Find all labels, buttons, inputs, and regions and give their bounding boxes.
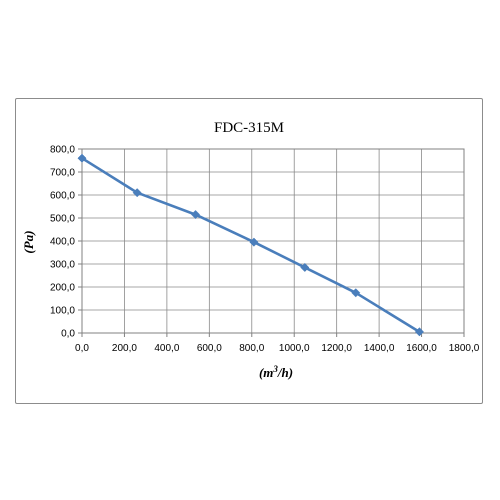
label-layer: 0,0 100,0 200,0 300,0 400,0 500,0 600,0 700,0 80… [50,145,480,355]
y-tick-label: 800,0 [50,145,75,156]
x-tick-label: 200,0 [112,343,137,354]
axis-layer [78,148,465,337]
series-line [80,156,421,334]
grid-layer [82,149,464,333]
data-point [351,288,361,298]
y-tick-label: 700,0 [50,168,75,179]
x-tick-label: 600,0 [197,343,222,354]
chart-title: FDC-315M [214,120,284,136]
data-point [249,237,259,247]
x-tick-label: 1400,0 [364,343,395,354]
y-tick-label: 0,0 [61,329,75,340]
y-tick-label: 600,0 [50,191,75,202]
x-tick-label: 1000,0 [279,343,310,354]
x-axis-title-superscript: 3 [272,364,278,374]
x-tick-label: 1600,0 [406,343,437,354]
data-point [190,209,201,220]
x-axis-title: (m3/h) [259,364,293,380]
y-tick-label: 400,0 [50,237,75,248]
series-layer [77,153,424,337]
data-point [77,153,87,163]
x-tick-label: 800,0 [239,343,264,354]
x-tick-label: 1800,0 [449,343,480,354]
data-point [414,327,424,337]
data-point [132,188,142,198]
y-tick-label: 500,0 [50,214,75,225]
data-point [300,262,310,273]
x-tick-label: 1200,0 [321,343,352,354]
x-tick-label: 0,0 [75,343,89,354]
y-tick-label: 300,0 [50,260,75,271]
y-axis-title: (Pa) [21,230,36,253]
y-tick-label: 200,0 [50,283,75,294]
x-tick-label: 400,0 [154,343,179,354]
y-tick-label: 100,0 [50,306,75,317]
